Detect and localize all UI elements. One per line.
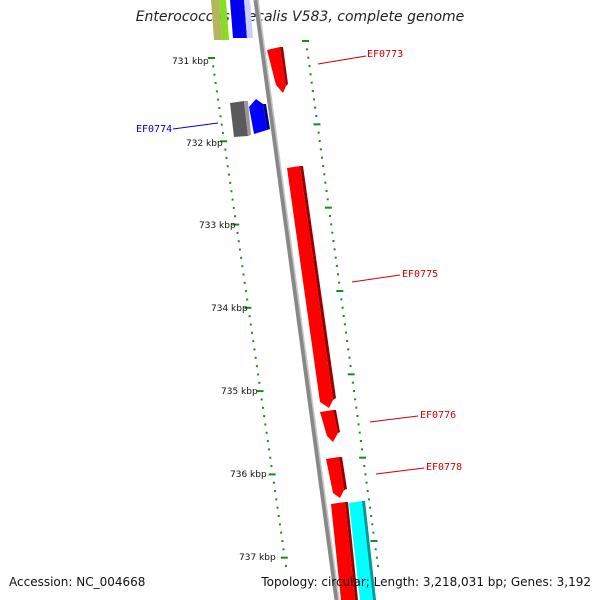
gene-red-bottom-shade xyxy=(345,502,358,600)
scale-label-734: 734 kbp xyxy=(211,304,248,314)
gene-cyan-bottom-shade xyxy=(362,501,376,600)
gene-green-partial[interactable] xyxy=(219,0,229,40)
leader-EF0778 xyxy=(375,467,425,475)
gene-lavender-partial[interactable] xyxy=(244,0,253,38)
genome-backbone-highlight xyxy=(257,0,340,600)
right-scale-track xyxy=(302,40,379,567)
gene-EF0774-blue-shade xyxy=(263,104,270,130)
gene-EF0774-shade xyxy=(244,101,251,136)
gene-EF0773-shade xyxy=(280,47,288,86)
gene-EF0778-shade xyxy=(339,457,347,490)
scale-label-735: 735 kbp xyxy=(221,387,258,397)
gene-olive-partial[interactable] xyxy=(211,0,222,40)
gene-EF0775-shade xyxy=(300,166,336,400)
leader-EF0776 xyxy=(369,415,419,423)
gene-EF0774-blue[interactable] xyxy=(249,99,267,134)
gene-label-EF0773[interactable]: EF0773 xyxy=(367,49,403,60)
gene-EF0775[interactable] xyxy=(287,166,333,408)
scale-label-737: 737 kbp xyxy=(239,553,276,563)
gene-label-EF0778[interactable]: EF0778 xyxy=(426,462,462,473)
scale-label-736: 736 kbp xyxy=(230,470,267,480)
gene-EF0774[interactable] xyxy=(230,101,248,137)
left-scale-track xyxy=(208,57,288,567)
scale-label-733: 733 kbp xyxy=(199,221,236,231)
accession-text: Accession: NC_004668 xyxy=(9,575,146,589)
gene-red-bottom[interactable] xyxy=(331,502,355,600)
gene-label-EF0775[interactable]: EF0775 xyxy=(402,269,438,280)
leader-EF0774 xyxy=(172,122,219,130)
gene-blue-partial[interactable] xyxy=(230,0,247,38)
genome-stats-text: Topology: circular; Length: 3,218,031 bp… xyxy=(261,575,591,589)
gene-label-EF0776[interactable]: EF0776 xyxy=(420,410,456,421)
scale-label-731: 731 kbp xyxy=(172,57,209,67)
gene-label-EF0774[interactable]: EF0774 xyxy=(136,124,172,135)
genome-backbone xyxy=(253,0,340,600)
scale-label-732: 732 kbp xyxy=(186,139,223,149)
gene-EF0776-shade xyxy=(333,410,340,433)
gene-cyan-bottom[interactable] xyxy=(349,501,373,600)
scale-labels: 731 kbp 732 kbp 733 kbp 734 kbp 735 kbp … xyxy=(172,57,276,563)
leader-EF0773 xyxy=(317,55,367,65)
gene-EF0778[interactable] xyxy=(326,457,344,498)
gene-EF0776[interactable] xyxy=(320,410,338,442)
gene-EF0773[interactable] xyxy=(267,47,286,93)
leader-EF0775 xyxy=(351,274,401,283)
